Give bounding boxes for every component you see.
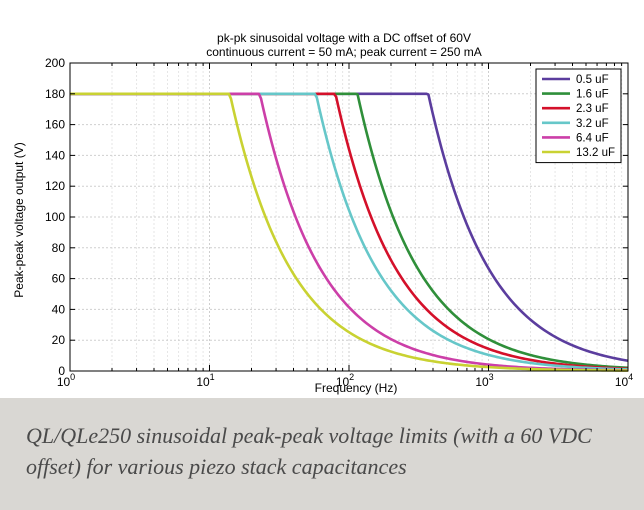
x-tick-exponent: 2 (349, 372, 354, 382)
y-tick-label: 40 (52, 302, 66, 316)
x-tick-base: 10 (475, 375, 489, 389)
x-tick-exponent: 3 (489, 372, 494, 382)
x-tick-exponent: 1 (210, 372, 215, 382)
legend-label: 2.3 uF (576, 103, 609, 115)
x-tick-label: 104 (615, 372, 633, 389)
x-tick-base: 10 (336, 375, 350, 389)
y-axis-label: Peak-peak voltage output (V) (12, 142, 26, 297)
curves (70, 92, 629, 372)
figure-caption: QL/QLe250 sinusoidal peak-peak voltage l… (26, 423, 592, 479)
y-tick-label: 20 (52, 333, 66, 347)
y-tick-label: 200 (45, 56, 65, 70)
chart-subtitle: continuous current = 50 mA; peak current… (206, 45, 481, 59)
x-tick-exponent: 4 (628, 372, 633, 382)
legend-box (535, 68, 622, 164)
legend-label: 6.4 uF (576, 132, 609, 144)
y-tick-label: 160 (45, 118, 65, 132)
x-axis-label: Frequency (Hz) (315, 381, 398, 395)
y-tick-label: 120 (45, 179, 65, 193)
y-tick-label: 0 (58, 364, 65, 378)
chart-title: pk-pk sinusoidal voltage with a DC offse… (217, 31, 471, 45)
x-tick-label: 100 (57, 372, 75, 389)
y-tick-label: 100 (45, 210, 65, 224)
y-tick-label: 80 (52, 241, 66, 255)
legend-label: 0.5 uF (576, 74, 609, 86)
x-tick-label: 103 (475, 372, 493, 389)
y-tick-label: 60 (52, 272, 66, 286)
x-tick-label: 101 (196, 372, 214, 389)
legend-label: 13.2 uF (576, 147, 615, 159)
x-tick-base: 10 (57, 375, 71, 389)
y-tick-label: 180 (45, 87, 65, 101)
line-chart: pk-pk sinusoidal voltage with a DC offse… (12, 31, 633, 395)
y-tick-label: 140 (45, 148, 65, 162)
x-tick-base: 10 (615, 375, 629, 389)
x-tick-label: 102 (336, 372, 354, 389)
legend-label: 1.6 uF (576, 89, 609, 101)
legend-label: 3.2 uF (576, 118, 609, 130)
axis-ticks: 100 101 102 103 1040204060801001201401601802… (45, 56, 633, 389)
plot-area: pk-pk sinusoidal voltage with a DC offse… (0, 0, 644, 398)
x-tick-base: 10 (196, 375, 210, 389)
legend: 0.5 uF 1.6 uF 2.3 uF 3.2 uF 6.4 uF 13.2 uF (535, 68, 622, 164)
series-line-13-2-uf (70, 92, 629, 372)
x-tick-exponent: 0 (70, 372, 75, 382)
